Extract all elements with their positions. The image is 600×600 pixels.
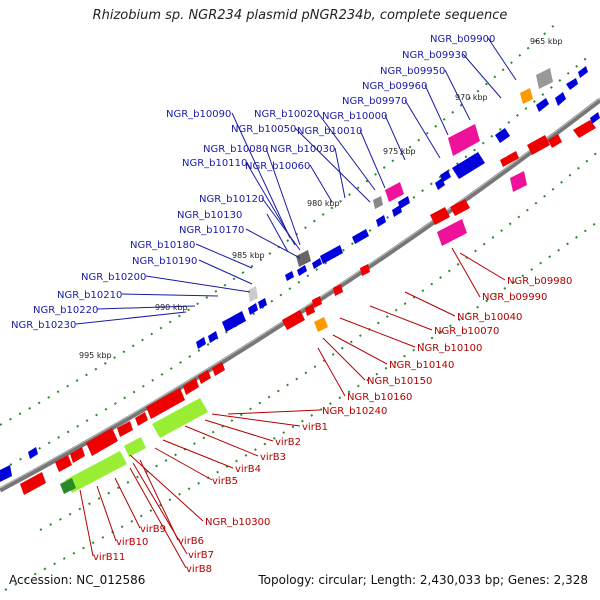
tick-label: 990 kbp	[155, 303, 188, 312]
topology-summary: Topology: circular; Length: 2,430,033 bp…	[258, 573, 588, 587]
gene-label: virB10	[116, 537, 148, 548]
gene-label: NGR_b10230	[11, 320, 76, 331]
gene-label: NGR_b09960	[362, 81, 427, 92]
tick-track	[0, 19, 600, 591]
gene-label: NGR_b10070	[434, 326, 499, 337]
gene-label: NGR_b09950	[380, 66, 445, 77]
gene-label: NGR_b09990	[482, 292, 547, 303]
gene-label: NGR_b10110	[182, 158, 247, 169]
gene-label: NGR_b10240	[322, 406, 387, 417]
upper-gene-labels: NGR_b09900 NGR_b09930 NGR_b09950 NGR_b09…	[11, 34, 495, 331]
gene-label: NGR_b10190	[132, 256, 197, 267]
gene-label: NGR_b10150	[367, 376, 432, 387]
gene-label: NGR_b10080	[203, 144, 268, 155]
gene-label: NGR_b10040	[457, 312, 522, 323]
lower-leader-lines	[79, 247, 506, 569]
lower-gene-labels: NGR_b09980 NGR_b09990 NGR_b10040 NGR_b10…	[93, 276, 572, 575]
tick-label: 970 kbp	[455, 93, 488, 102]
other-lower-genes	[60, 171, 527, 494]
gene-label: NGR_b10120	[199, 194, 264, 205]
gene-label: NGR_b10220	[33, 305, 98, 316]
gene-label: NGR_b10180	[130, 240, 195, 251]
gene-label: virB5	[212, 476, 238, 487]
gene-label: NGR_b10090	[166, 109, 231, 120]
upper-leader-lines	[75, 37, 517, 325]
gene-label: virB4	[235, 464, 261, 475]
gene-label: NGR_b09970	[342, 96, 407, 107]
tick-label: 980 kbp	[307, 199, 340, 208]
gene-label: NGR_b09900	[430, 34, 495, 45]
gene-label: virB3	[260, 452, 286, 463]
map-title: Rhizobium sp. NGR234 plasmid pNGR234b, c…	[92, 8, 508, 23]
other-upper-genes	[248, 68, 553, 302]
reverse-genes	[20, 120, 596, 495]
gene-label: NGR_b10030	[270, 144, 335, 155]
gene-label: virB8	[186, 564, 212, 575]
gene-label: NGR_b10000	[322, 111, 387, 122]
gene-label: virB1	[302, 422, 328, 433]
gene-label: NGR_b10060	[245, 161, 310, 172]
gene-label: NGR_b10130	[177, 210, 242, 221]
gene-label: NGR_b10200	[81, 272, 146, 283]
gene-label: virB7	[188, 550, 214, 561]
gene-label: virB6	[178, 536, 204, 547]
gene-label: virB9	[140, 524, 166, 535]
gene-label: NGR_b10050	[231, 124, 296, 135]
forward-genes	[0, 66, 600, 482]
tick-label: 965 kbp	[530, 37, 563, 46]
gene-label: NGR_b10210	[57, 290, 122, 301]
gene-label: NGR_b10010	[297, 126, 362, 137]
gene-label: NGR_b09980	[507, 276, 572, 287]
gene-label: NGR_b10170	[179, 225, 244, 236]
scale-tick-labels: 965 kbp 970 kbp 975 kbp 980 kbp 985 kbp …	[79, 37, 563, 360]
tick-label: 975 kbp	[383, 147, 416, 156]
gene-label: virB11	[93, 552, 125, 563]
tick-label: 985 kbp	[232, 251, 265, 260]
gene-label: NGR_b10020	[254, 109, 319, 120]
gene-label: NGR_b10140	[389, 360, 454, 371]
gene-label: virB2	[275, 437, 301, 448]
gene-label: NGR_b10100	[417, 343, 482, 354]
tick-label: 995 kbp	[79, 351, 112, 360]
gene-label: NGR_b09930	[402, 50, 467, 61]
accession-text: Accession: NC_012586	[9, 573, 146, 587]
gene-label: NGR_b10160	[347, 392, 412, 403]
gene-label: NGR_b10300	[205, 517, 270, 528]
